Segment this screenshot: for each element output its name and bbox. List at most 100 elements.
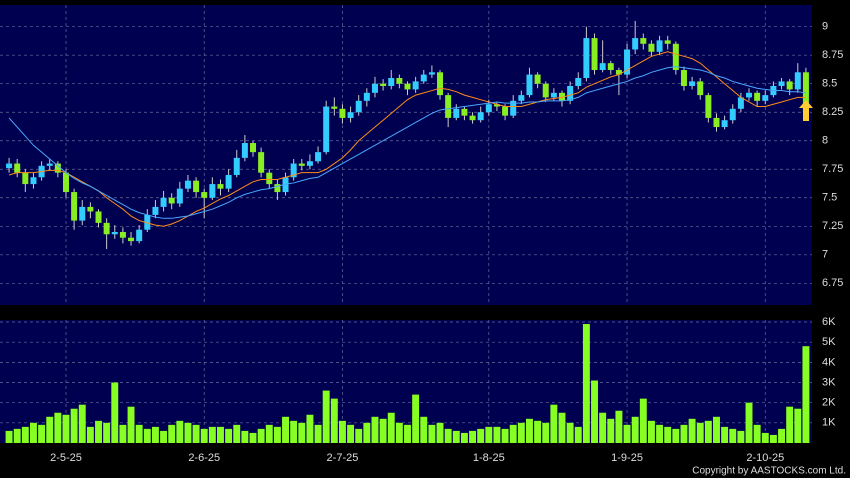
x-tick-label: 2-10-25	[746, 452, 784, 464]
y-tick-label: 7.25	[822, 220, 843, 232]
volume-bar	[5, 430, 13, 443]
volume-bar	[273, 426, 281, 443]
volume-bar	[208, 426, 216, 443]
volume-bar	[485, 426, 493, 443]
volume-bar	[111, 382, 119, 443]
volume-bar	[282, 416, 289, 443]
candle-body	[607, 63, 614, 71]
volume-panel	[0, 320, 812, 443]
volume-bar	[176, 420, 184, 443]
y-tick-label: 7.75	[822, 163, 843, 175]
candle-body	[493, 104, 500, 107]
candle-body	[209, 184, 216, 198]
volume-bar	[769, 434, 777, 443]
volume-bar	[672, 428, 680, 443]
y-tick-label: 6.75	[822, 277, 843, 289]
candle-body	[428, 72, 435, 75]
volume-bar	[241, 430, 249, 443]
candle-body	[461, 108, 468, 116]
candle-body	[290, 163, 297, 178]
y-tick-label: 8	[822, 135, 828, 147]
candle-body	[347, 112, 354, 118]
candle-body	[786, 81, 793, 90]
volume-bar	[704, 420, 712, 443]
candle-body	[193, 180, 200, 193]
candle-body	[298, 163, 305, 166]
y-tick-label: 4K	[822, 356, 836, 368]
y-tick-label: 7.5	[822, 192, 837, 204]
candle-body	[485, 104, 492, 113]
volume-bar	[62, 414, 70, 443]
volume-bar	[542, 422, 550, 443]
candle-body	[201, 192, 208, 198]
candle-body	[331, 106, 338, 109]
volume-bar	[599, 412, 607, 443]
volume-bar	[778, 428, 786, 443]
volume-bar	[534, 420, 542, 443]
candle-body	[558, 92, 565, 101]
candle-body	[599, 63, 606, 71]
volume-bar	[95, 420, 102, 443]
volume-bar	[582, 324, 590, 443]
candle-body	[152, 206, 159, 215]
candle-body	[802, 72, 809, 113]
volume-bar	[38, 424, 46, 443]
candle-body	[404, 83, 411, 90]
volume-bar	[135, 424, 143, 443]
candle-body	[721, 120, 728, 128]
volume-bar	[558, 412, 566, 443]
candle-body	[550, 92, 557, 98]
candle-body	[62, 172, 69, 193]
copyright: Copyright by AASTOCKS.com Ltd.	[692, 466, 846, 477]
candle-body	[144, 214, 151, 230]
candle-body	[477, 112, 484, 121]
volume-bar	[452, 430, 460, 443]
volume-bar	[623, 424, 631, 443]
candle-body	[306, 161, 313, 166]
volume-bar	[794, 408, 802, 443]
volume-bar	[103, 422, 111, 443]
volume-bar	[127, 406, 135, 443]
x-tick-label: 2-6-25	[188, 452, 220, 464]
volume-bar	[566, 422, 574, 443]
volume-bar	[322, 390, 330, 443]
volume-bar	[338, 420, 346, 443]
volume-bar	[217, 426, 224, 443]
candle-body	[510, 100, 517, 116]
candle-body	[339, 108, 346, 118]
volume-bar	[355, 428, 363, 443]
y-tick-label: 5K	[822, 336, 836, 348]
candle-body	[250, 143, 257, 153]
candle-body	[119, 231, 126, 238]
volume-bar	[696, 422, 704, 443]
candle-body	[241, 143, 248, 158]
candle-body	[355, 100, 362, 113]
volume-bar	[184, 422, 192, 443]
y-tick-label: 9	[822, 21, 828, 33]
candle-body	[664, 40, 671, 44]
volume-bar	[444, 428, 452, 443]
candle-body	[705, 95, 712, 118]
volume-bar	[371, 416, 379, 443]
candle-body	[274, 184, 281, 193]
volume-bar	[745, 402, 753, 443]
y-tick-label: 3K	[822, 376, 836, 388]
volume-bar	[680, 424, 688, 443]
volume-bar	[70, 408, 78, 443]
volume-bar	[363, 422, 371, 443]
candle-body	[453, 108, 460, 118]
volume-bar	[86, 426, 94, 443]
candle-body	[168, 197, 175, 204]
volume-bar	[420, 416, 428, 443]
price-panel	[0, 5, 812, 305]
candle-body	[233, 157, 240, 175]
candle-body	[282, 177, 289, 193]
volume-bar	[379, 418, 387, 443]
volume-bar	[493, 426, 501, 443]
volume-bar	[639, 398, 647, 443]
candle-body	[54, 163, 61, 173]
candle-body	[445, 95, 452, 118]
candle-body	[6, 163, 13, 169]
candle-body	[583, 38, 590, 79]
